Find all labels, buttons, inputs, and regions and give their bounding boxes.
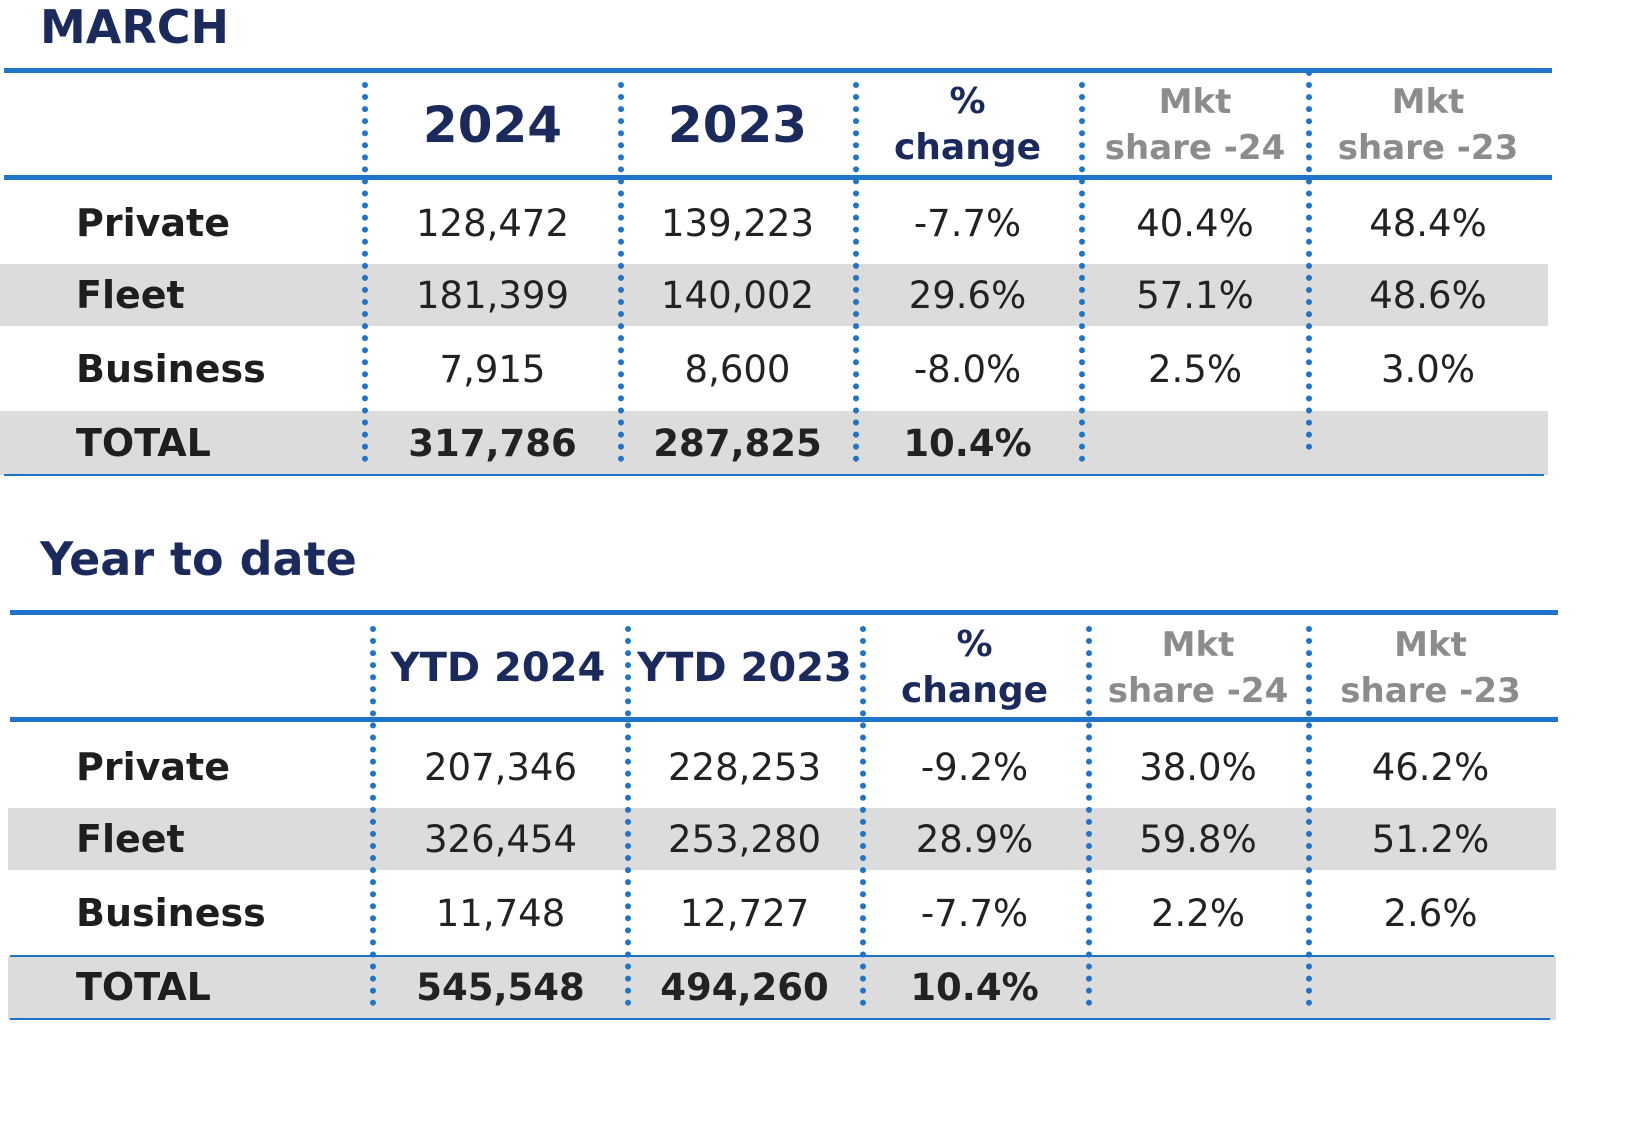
ytd-total-top-rule	[10, 955, 1554, 957]
cell-mkt23: 51.2%	[1371, 817, 1490, 861]
row-label: TOTAL	[76, 421, 211, 465]
row-label: Fleet	[76, 273, 185, 317]
march-band-total	[0, 411, 1548, 475]
cell-mkt23: 46.2%	[1371, 745, 1490, 789]
mkt-line1: Mkt	[1394, 625, 1467, 665]
cell-2024: 317,786	[408, 421, 577, 465]
cell-2023: 139,223	[660, 201, 814, 245]
row-label: TOTAL	[76, 965, 211, 1009]
mkt-line2: share -23	[1340, 671, 1521, 711]
cell-ytd2023: 253,280	[667, 817, 821, 861]
cell-pct: -7.7%	[920, 891, 1029, 935]
cell-2024: 181,399	[415, 273, 569, 317]
cell-pct: 28.9%	[915, 817, 1034, 861]
mkt-line2: share -24	[1107, 671, 1289, 711]
pct-line1: %	[956, 624, 993, 665]
row-label: Business	[76, 891, 266, 935]
cell-2024: 7,915	[439, 347, 546, 391]
mkt-line2: share -24	[1104, 128, 1286, 168]
cell-mkt23: 48.4%	[1369, 201, 1487, 245]
cell-2024: 128,472	[415, 201, 569, 245]
cell-mkt24: 2.2%	[1151, 891, 1245, 935]
cell-ytd2023: 494,260	[660, 965, 829, 1009]
cell-ytd2023: 12,727	[679, 891, 810, 935]
ytd-title: Year to date	[40, 532, 357, 586]
march-col-divider	[618, 82, 624, 462]
ytd-header-mkt-share-23: Mkt share -23	[1313, 620, 1548, 716]
march-band-fleet	[0, 264, 1548, 326]
ytd-header-rule	[10, 717, 1558, 722]
cell-pct: -7.7%	[913, 201, 1022, 245]
row-label: Private	[76, 201, 230, 245]
ytd-header-2023: YTD 2023	[637, 645, 852, 691]
ytd-col-divider	[1086, 626, 1092, 1006]
cell-ytd2024: 207,346	[423, 745, 577, 789]
cell-pct: -9.2%	[920, 745, 1029, 789]
cell-mkt23: 2.6%	[1383, 891, 1478, 935]
ytd-band-fleet	[8, 808, 1556, 870]
mkt-line1: Mkt	[1158, 82, 1232, 122]
ytd-bottom-rule	[10, 1018, 1550, 1020]
cell-pct: -8.0%	[913, 347, 1022, 391]
cell-pct: 29.6%	[908, 273, 1027, 317]
cell-mkt24: 2.5%	[1148, 347, 1242, 391]
cell-pct: 10.4%	[903, 421, 1032, 465]
cell-mkt23: 3.0%	[1381, 347, 1475, 391]
march-header-mkt-share-23: Mkt share -23	[1313, 76, 1543, 174]
march-col-divider	[1079, 82, 1085, 462]
cell-2023: 140,002	[660, 273, 814, 317]
march-col-divider	[362, 82, 368, 462]
pct-line1: %	[949, 81, 986, 122]
march-title: MARCH	[40, 0, 230, 54]
ytd-col-divider	[625, 626, 631, 1006]
ytd-band-total	[8, 956, 1556, 1020]
march-header-2024: 2024	[422, 96, 563, 154]
cell-mkt24: 38.0%	[1139, 745, 1257, 789]
ytd-top-rule	[10, 610, 1558, 615]
cell-2023: 287,825	[653, 421, 822, 465]
march-top-rule	[4, 68, 1552, 73]
ytd-header-2024: YTD 2024	[390, 645, 606, 691]
mkt-line1: Mkt	[1161, 625, 1235, 665]
cell-ytd2024: 11,748	[435, 891, 566, 935]
pct-line2: change	[900, 670, 1049, 711]
march-header-2023: 2023	[667, 96, 808, 154]
row-label: Business	[76, 347, 266, 391]
ytd-col-divider	[860, 626, 866, 1006]
march-bottom-rule	[4, 474, 1544, 476]
cell-ytd2023: 228,253	[667, 745, 821, 789]
pct-line2: change	[893, 127, 1042, 168]
cell-mkt24: 57.1%	[1136, 273, 1254, 317]
march-header-pct-change: % change	[860, 76, 1075, 174]
cell-2023: 8,600	[684, 347, 791, 391]
cell-mkt24: 40.4%	[1136, 201, 1254, 245]
row-label: Private	[76, 745, 230, 789]
mkt-line1: Mkt	[1391, 82, 1465, 122]
cell-mkt24: 59.8%	[1139, 817, 1257, 861]
cell-ytd2024: 326,454	[423, 817, 577, 861]
mkt-line2: share -23	[1337, 128, 1519, 168]
march-col-divider	[853, 82, 859, 462]
ytd-col-divider	[1306, 626, 1312, 1006]
march-header-rule	[4, 175, 1552, 180]
cell-mkt23: 48.6%	[1369, 273, 1487, 317]
ytd-header-pct-change: % change	[867, 620, 1082, 716]
ytd-header-mkt-share-24: Mkt share -24	[1093, 620, 1303, 716]
march-header-mkt-share-24: Mkt share -24	[1086, 76, 1304, 174]
cell-ytd2024: 545,548	[416, 965, 585, 1009]
ytd-col-divider	[370, 626, 376, 1006]
cell-pct: 10.4%	[910, 965, 1039, 1009]
march-col-divider	[1306, 70, 1312, 450]
row-label: Fleet	[76, 817, 185, 861]
